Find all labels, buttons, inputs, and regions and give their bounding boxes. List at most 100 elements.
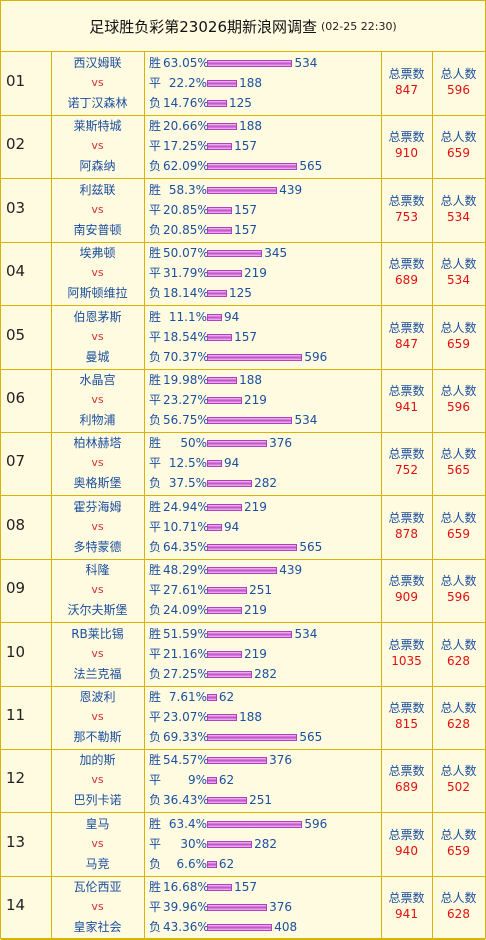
home-team[interactable]: 西汉姆联 — [73, 56, 122, 70]
away-team[interactable]: 巴列卡诺 — [73, 793, 122, 808]
option-count: 282 — [254, 836, 278, 851]
total-people-value: 534 — [447, 273, 470, 288]
vote-bar — [207, 206, 233, 214]
option-label: 负 — [149, 413, 162, 427]
match-row: 11 恩波利 vs 那不勒斯 胜 7.61% 62 平 23.07% 188 负 69.33% 565 总… — [1, 686, 485, 750]
total-people-label: 总人数 — [440, 701, 477, 715]
total-people-cell: 总人数 628 — [432, 876, 485, 939]
match-number: 11 — [6, 706, 26, 724]
away-team[interactable]: 那不勒斯 — [73, 730, 122, 744]
total-votes-cell: 总票数 940 — [381, 812, 433, 876]
vote-option-lose: 负 70.37% 596 — [149, 349, 327, 365]
home-team[interactable]: 埃弗顿 — [79, 246, 116, 261]
option-label: 负 — [149, 159, 162, 174]
vote-bar — [207, 123, 238, 131]
match-number: 03 — [6, 198, 26, 217]
match-number: 04 — [6, 262, 26, 281]
away-team[interactable]: 多特蒙德 — [73, 539, 122, 554]
home-team[interactable]: 皇马 — [85, 816, 110, 831]
total-votes-cell: 总票数 847 — [381, 52, 433, 115]
total-people-label: 总人数 — [440, 637, 477, 652]
vote-bar — [207, 333, 233, 341]
home-team[interactable]: 霍芬海姆 — [73, 499, 122, 514]
option-percent: 30% — [180, 836, 207, 851]
away-team[interactable]: 曼城 — [85, 349, 110, 364]
away-team[interactable]: 阿斯顿维拉 — [67, 286, 128, 301]
total-people-cell: 总人数 596 — [432, 52, 485, 115]
total-votes-value: 909 — [395, 590, 418, 605]
vote-bar — [207, 377, 238, 384]
home-team[interactable]: 加的斯 — [79, 753, 116, 768]
home-team[interactable]: RB莱比锡 — [71, 626, 124, 641]
away-team[interactable]: 奥格斯堡 — [73, 476, 122, 491]
match-number-cell: 12 — [1, 749, 52, 813]
vote-distribution-cell: 胜 11.1% 94 平 18.54% 157 负 70.37% 596 — [144, 305, 382, 369]
vote-bar — [207, 587, 248, 595]
option-label: 负 — [149, 920, 162, 935]
home-team[interactable]: 莱斯特城 — [73, 119, 122, 134]
vote-option-win: 胜 48.29% 439 — [149, 562, 302, 578]
vote-bar — [207, 60, 293, 67]
vs-label: vs — [91, 646, 104, 660]
away-team[interactable]: 皇家社会 — [73, 920, 122, 935]
vote-option-draw: 平 17.25% 157 — [149, 138, 257, 154]
option-percent: 54.57% — [163, 753, 209, 768]
away-team[interactable]: 沃尔夫斯堡 — [67, 603, 128, 618]
option-label: 胜 — [149, 880, 162, 895]
total-votes-cell: 总票数 1035 — [381, 622, 433, 686]
home-team[interactable]: 恩波利 — [79, 690, 116, 704]
vote-option-win: 胜 11.1% 94 — [149, 309, 239, 325]
total-votes-label: 总票数 — [388, 447, 425, 462]
vote-option-win: 胜 51.59% 534 — [149, 626, 317, 642]
home-team[interactable]: 瓦伦西亚 — [73, 880, 122, 895]
total-votes-value: 941 — [395, 907, 418, 922]
home-team[interactable]: 伯恩茅斯 — [73, 309, 122, 324]
away-team[interactable]: 诺丁汉森林 — [67, 96, 128, 110]
away-team[interactable]: 南安普顿 — [73, 222, 122, 237]
option-label: 平 — [149, 646, 162, 661]
option-count: 565 — [299, 159, 323, 174]
option-percent: 7.61% — [168, 690, 207, 704]
total-people-cell: 总人数 659 — [432, 306, 485, 369]
away-team[interactable]: 利物浦 — [79, 413, 116, 427]
away-team[interactable]: 马竞 — [85, 856, 110, 871]
option-label: 负 — [149, 793, 162, 808]
match-number: 12 — [6, 769, 26, 788]
total-votes-cell: 总票数 689 — [381, 242, 433, 306]
option-count: 345 — [264, 246, 288, 261]
away-team[interactable]: 阿森纳 — [79, 159, 116, 174]
teams-cell: 利兹联 vs 南安普顿 — [51, 178, 145, 242]
vote-option-lose: 负 64.35% 565 — [149, 539, 322, 555]
option-percent: 27.25% — [163, 666, 209, 681]
vote-option-win: 胜 63.05% 534 — [149, 55, 317, 71]
total-votes-label: 总票数 — [388, 891, 425, 906]
option-percent: 36.43% — [163, 793, 209, 808]
option-count: 157 — [234, 222, 258, 237]
vote-option-win: 胜 20.66% 188 — [149, 118, 262, 134]
teams-cell: 皇马 vs 马竞 — [51, 812, 145, 876]
teams-cell: 加的斯 vs 巴列卡诺 — [51, 749, 145, 813]
option-count: 219 — [244, 646, 267, 661]
option-label: 负 — [149, 222, 162, 237]
vote-option-win: 胜 7.61% 62 — [149, 689, 234, 705]
option-label: 负 — [149, 476, 162, 491]
vote-distribution-cell: 胜 54.57% 376 平 9% 62 负 36.43% 251 — [144, 749, 382, 813]
teams-cell: 埃弗顿 vs 阿斯顿维拉 — [51, 242, 145, 306]
home-team[interactable]: 柏林赫塔 — [73, 436, 122, 451]
vote-bar — [207, 543, 298, 551]
option-percent: 62.09% — [163, 159, 209, 174]
vote-option-draw: 平 23.07% 188 — [149, 709, 262, 725]
page-title: 足球胜负彩第23026期新浪网调查 — [89, 17, 317, 36]
total-votes-label: 总票数 — [388, 193, 425, 208]
home-team[interactable]: 利兹联 — [79, 182, 116, 197]
vs-label: vs — [91, 202, 104, 216]
option-count: 188 — [239, 119, 262, 134]
home-team[interactable]: 科隆 — [85, 563, 110, 578]
match-row: 01 西汉姆联 vs 诺丁汉森林 胜 63.05% 534 平 22.2% 188 负 14.76% 1… — [1, 52, 485, 116]
option-percent: 63.4% — [168, 816, 207, 831]
option-count: 62 — [218, 773, 235, 788]
total-people-value: 628 — [447, 907, 470, 922]
home-team[interactable]: 水晶宫 — [79, 373, 116, 387]
total-people-value: 596 — [447, 590, 470, 605]
away-team[interactable]: 法兰克福 — [73, 666, 122, 681]
